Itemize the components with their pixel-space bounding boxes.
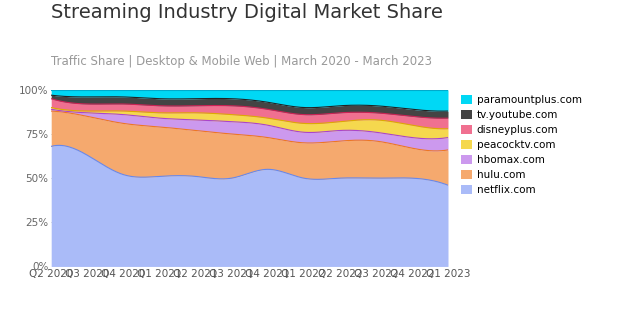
Text: Traffic Share | Desktop & Mobile Web | March 2020 - March 2023: Traffic Share | Desktop & Mobile Web | M… <box>51 55 432 67</box>
Text: Streaming Industry Digital Market Share: Streaming Industry Digital Market Share <box>51 3 443 22</box>
Legend: paramountplus.com, tv.youtube.com, disneyplus.com, peacocktv.com, hbomax.com, hu: paramountplus.com, tv.youtube.com, disne… <box>461 95 582 195</box>
